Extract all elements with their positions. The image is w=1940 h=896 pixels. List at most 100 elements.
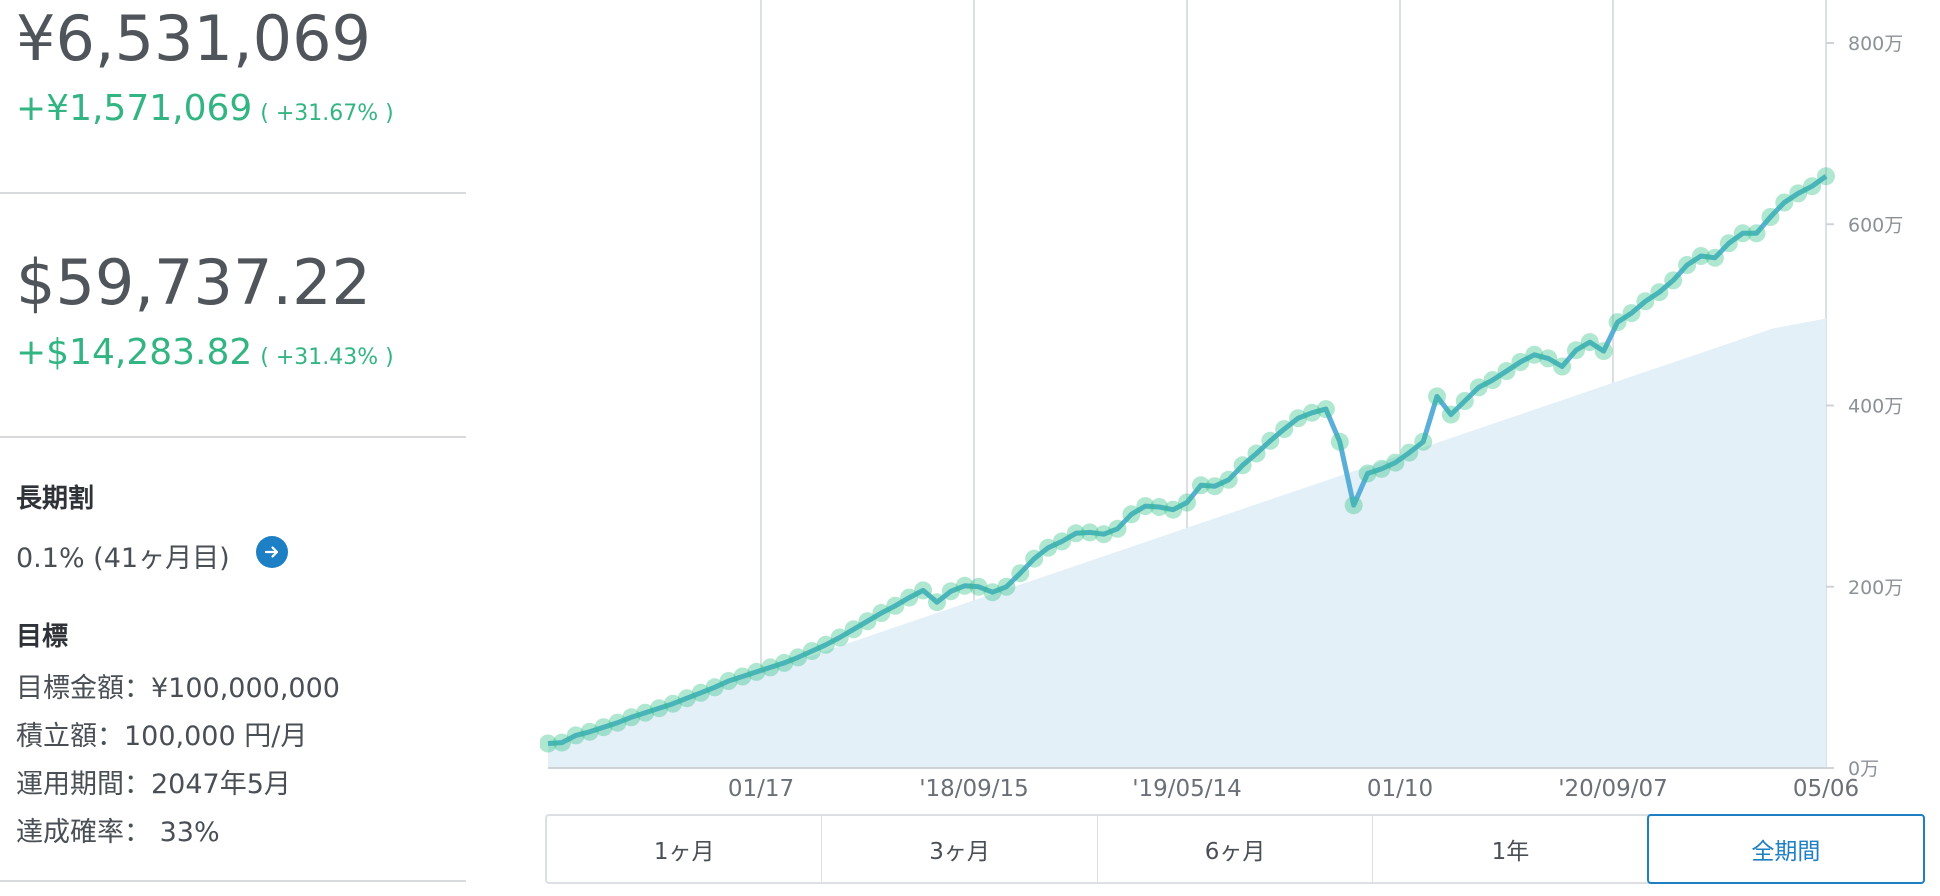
data-point — [636, 703, 655, 722]
data-point — [1428, 387, 1446, 406]
y-tick-label: 200万 — [1848, 577, 1903, 599]
data-point — [1733, 224, 1752, 243]
data-point — [1608, 313, 1627, 332]
data-point — [1692, 247, 1710, 265]
data-point — [997, 577, 1016, 596]
long-term-heading: 長期割 — [16, 484, 95, 514]
tab-6-months[interactable]: 6ヶ月 — [1098, 816, 1374, 882]
data-point — [1205, 477, 1224, 496]
asset-chart: 0万 200万 400万 600万 800万 01/17 '18/09/15 '19/05/1… — [540, 0, 1940, 800]
data-point — [733, 667, 752, 686]
valuation-line — [547, 174, 1828, 746]
data-point — [705, 678, 724, 697]
data-point — [691, 683, 710, 702]
data-point — [1094, 525, 1113, 544]
data-point — [1303, 403, 1321, 422]
tab-1-month[interactable]: 1ヶ月 — [547, 816, 823, 882]
y-tick-label: 600万 — [1848, 214, 1903, 236]
tab-all-period[interactable]: 全期間 — [1646, 814, 1926, 884]
data-point — [789, 648, 807, 667]
data-point — [622, 708, 641, 727]
arrow-right-circle-icon[interactable] — [256, 536, 288, 568]
usd-gain-pct: ( +31.43% ) — [260, 345, 394, 370]
data-point — [858, 612, 877, 631]
data-point — [719, 672, 738, 690]
data-point — [1330, 432, 1349, 451]
data-point — [955, 576, 974, 595]
period-tabs: 1ヶ月 3ヶ月 6ヶ月 1年 全期間 — [545, 814, 1926, 884]
tab-1-year[interactable]: 1年 — [1373, 816, 1649, 882]
data-point — [1455, 392, 1474, 410]
usd-gain-row: +$14,283.82 ( +31.43% ) — [16, 332, 394, 373]
data-point — [1150, 498, 1169, 516]
data-point — [1817, 167, 1835, 186]
jpy-gain-pct: ( +31.67% ) — [260, 101, 394, 126]
x-tick-label: '19/05/14 — [1132, 776, 1242, 800]
data-point — [761, 658, 780, 677]
data-point — [816, 635, 835, 654]
data-point — [872, 604, 891, 622]
data-point — [1233, 456, 1252, 475]
goal-monthly-contribution: 積立額：100,000 円/月 — [16, 721, 308, 752]
x-tick-label: 01/10 — [1367, 776, 1433, 800]
goal-probability: 達成確率： 33% — [16, 817, 220, 848]
long-term-text: 0.1% (41ヶ月目) — [16, 543, 230, 574]
data-point — [900, 588, 919, 607]
data-point — [1483, 371, 1502, 390]
x-tick-label: '20/09/07 — [1558, 776, 1668, 800]
divider — [0, 436, 466, 438]
x-tick-label: '18/09/15 — [919, 776, 1029, 800]
data-point — [1108, 519, 1127, 538]
x-tick-label: 01/17 — [728, 776, 794, 800]
data-point — [830, 628, 849, 647]
data-point — [1164, 500, 1183, 519]
usd-summary: $59,737.22 +$14,283.82 ( +31.43% ) — [16, 246, 394, 374]
data-point — [1039, 538, 1058, 557]
data-point — [1525, 345, 1544, 364]
data-point — [1053, 532, 1071, 551]
data-point — [1511, 353, 1530, 371]
data-point — [1678, 256, 1697, 274]
goal-period: 運用期間：2047年5月 — [16, 769, 291, 800]
data-point — [1400, 443, 1419, 462]
data-point — [1497, 362, 1516, 381]
data-point — [1622, 304, 1641, 323]
data-point — [594, 718, 613, 737]
data-point — [1719, 234, 1738, 253]
data-point — [1803, 177, 1822, 196]
data-point — [664, 694, 682, 713]
usd-total: $59,737.22 — [16, 246, 371, 319]
data-point — [1247, 444, 1266, 463]
jpy-summary: ¥6,531,069 +¥1,571,069 ( +31.67% ) — [16, 2, 394, 130]
data-point — [1289, 409, 1308, 428]
goal-target-amount: 目標金額：¥100,000,000 — [16, 673, 340, 704]
jpy-total: ¥6,531,069 — [16, 2, 371, 75]
jpy-gain: +¥1,571,069 — [16, 88, 253, 129]
principal-area — [548, 318, 1826, 768]
data-point — [1636, 292, 1655, 311]
divider — [0, 192, 466, 194]
chart-svg: 0万 200万 400万 600万 800万 01/17 '18/09/15 '19/05/1… — [540, 0, 1903, 800]
data-point — [1219, 470, 1238, 489]
data-point — [1136, 497, 1155, 516]
data-point — [1080, 523, 1099, 542]
data-point — [608, 713, 627, 732]
data-point — [1650, 283, 1669, 302]
data-point — [1664, 271, 1683, 290]
jpy-gain-row: +¥1,571,069 ( +31.67% ) — [16, 88, 394, 129]
data-point — [1191, 476, 1210, 495]
data-point — [1261, 431, 1280, 450]
data-point — [1594, 342, 1613, 361]
data-point — [1705, 248, 1724, 267]
data-point — [540, 734, 557, 753]
usd-gain: +$14,283.82 — [16, 332, 253, 373]
data-point — [1275, 420, 1294, 439]
data-point — [677, 689, 696, 708]
y-tick-label: 0万 — [1848, 758, 1879, 780]
data-point — [1441, 405, 1460, 424]
tab-3-months[interactable]: 3ヶ月 — [822, 816, 1098, 882]
goal-heading: 目標 — [16, 622, 69, 652]
data-point — [1025, 549, 1044, 568]
data-point — [580, 722, 599, 741]
x-tick-label: 05/06 — [1793, 776, 1859, 800]
